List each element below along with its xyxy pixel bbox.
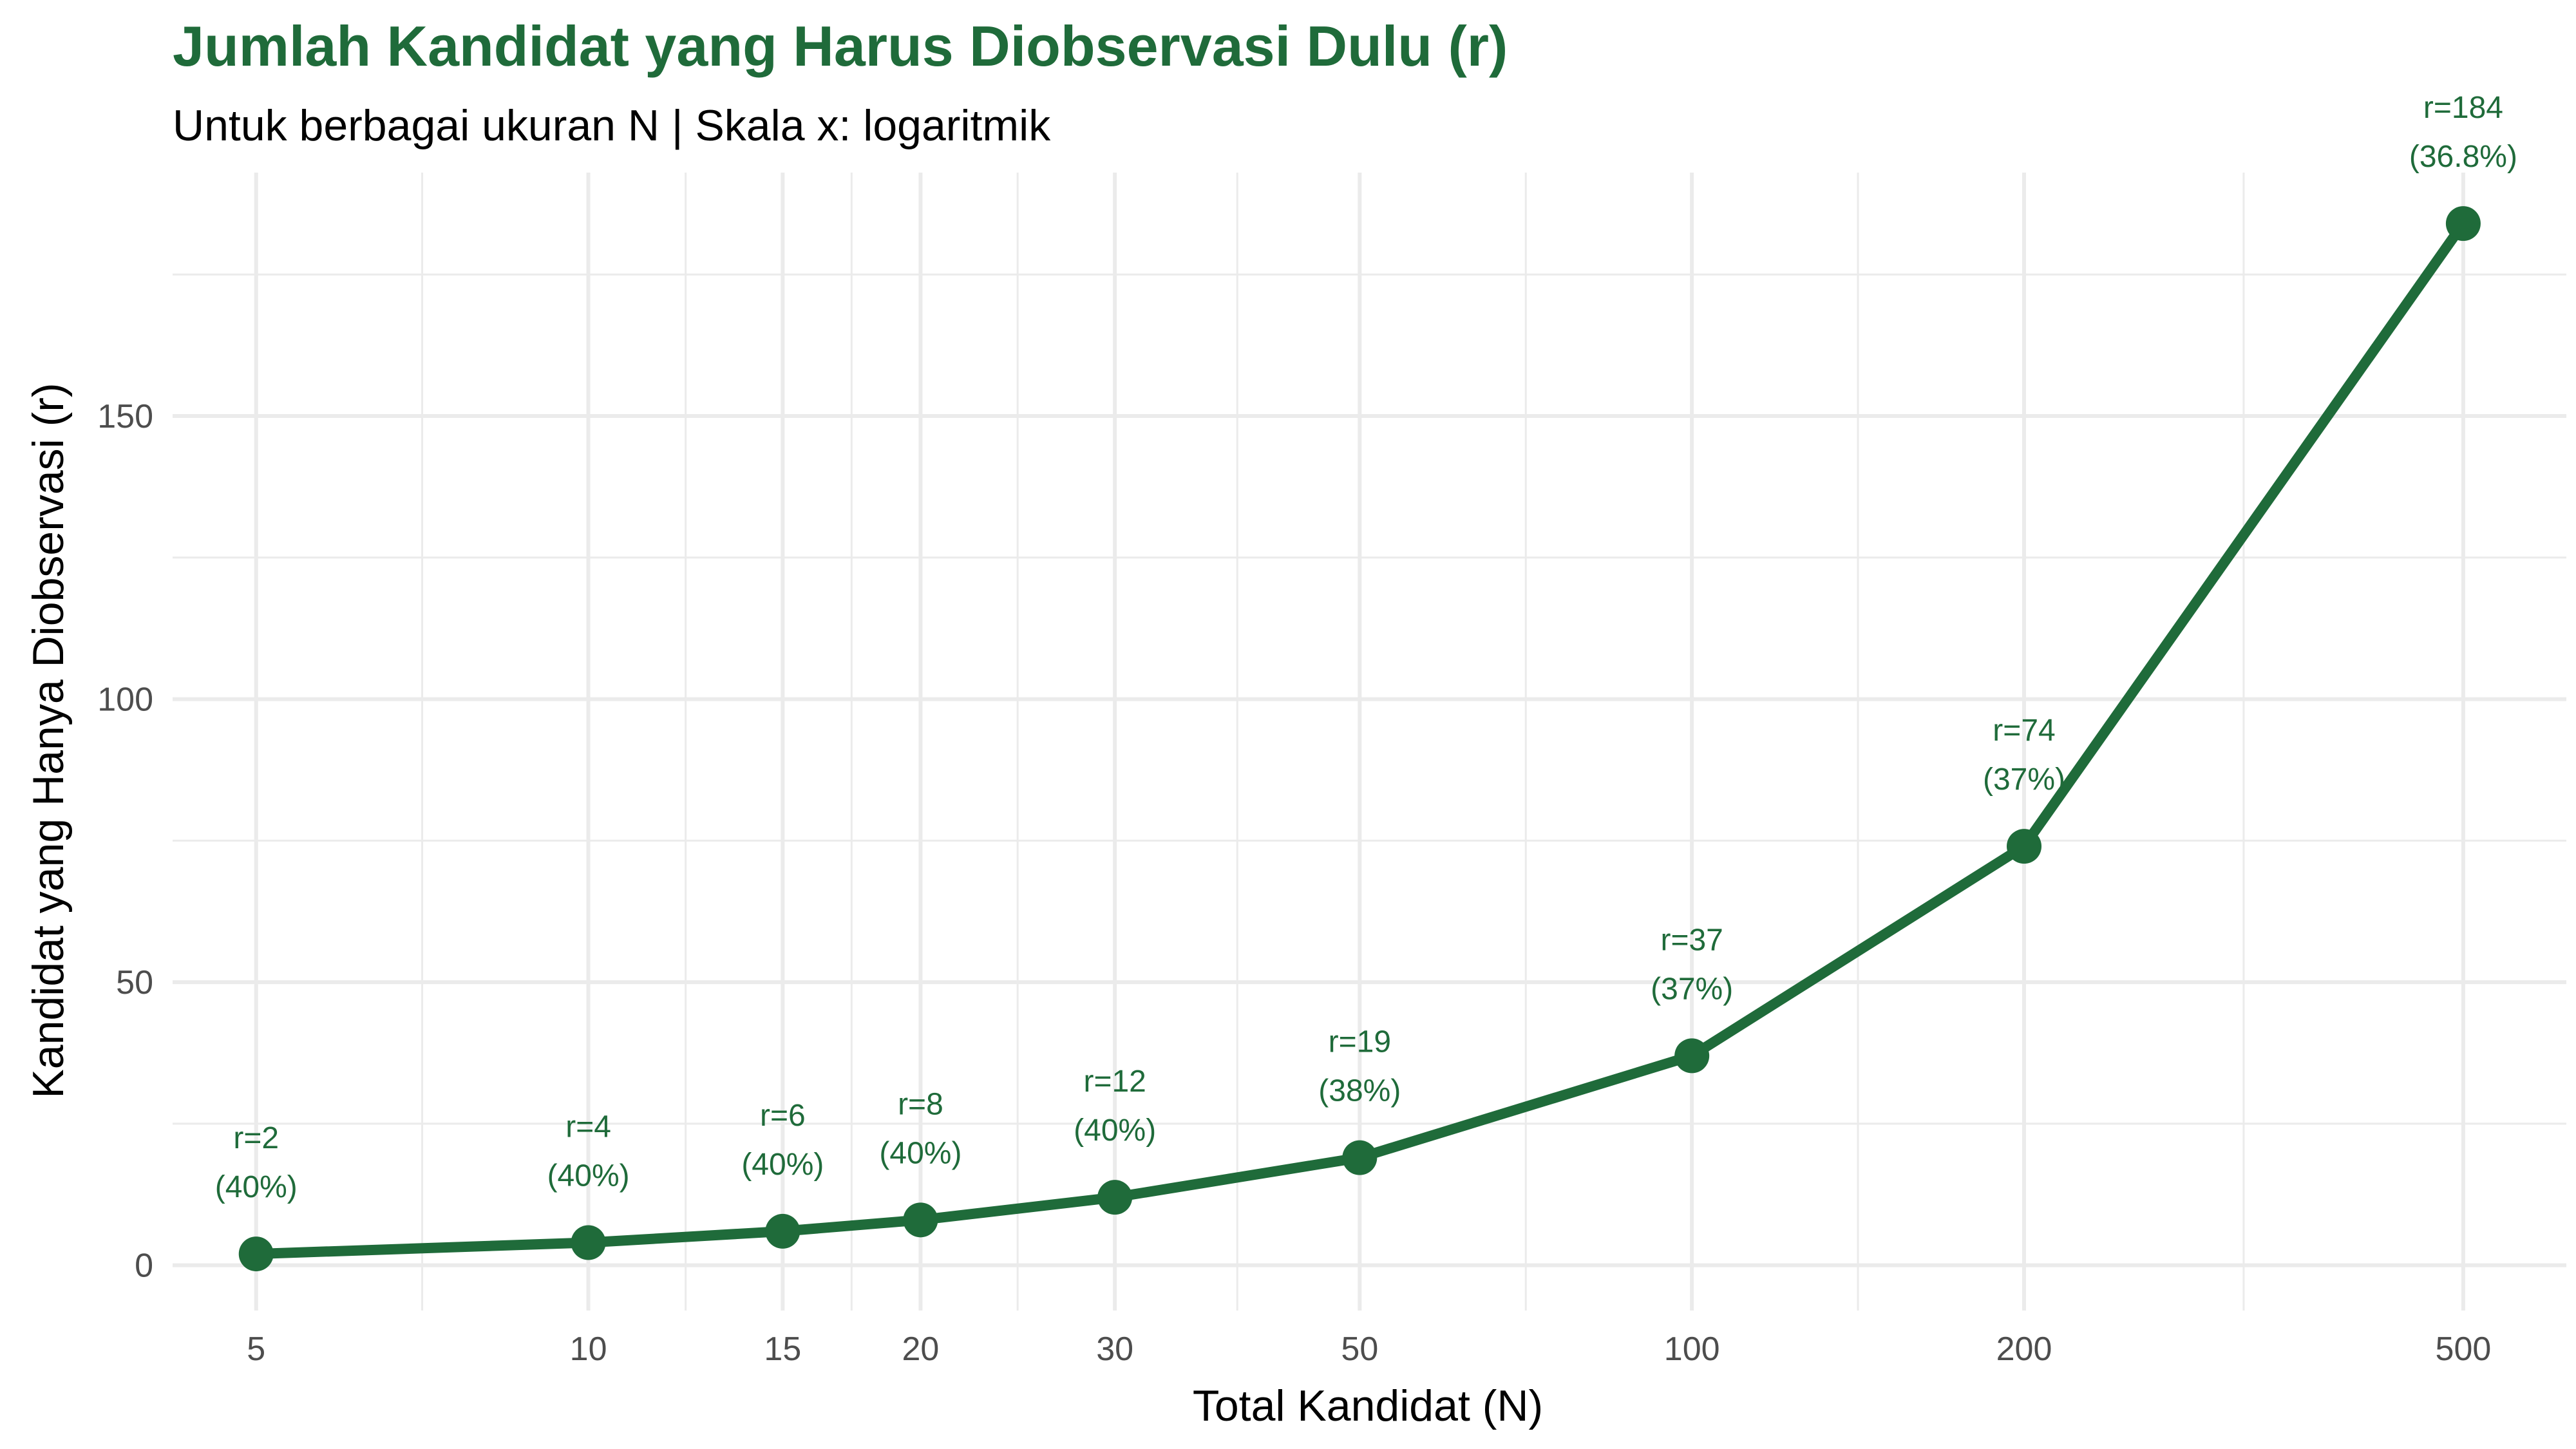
data-label-r: r=184 <box>2423 91 2503 125</box>
y-tick-label: 150 <box>97 398 153 435</box>
data-point <box>1097 1180 1133 1215</box>
data-point <box>1674 1038 1710 1074</box>
grid-layer <box>173 173 2566 1311</box>
data-point <box>765 1213 800 1249</box>
data-label-percent: (40%) <box>215 1170 298 1204</box>
data-label-percent: (36.8%) <box>2409 140 2517 174</box>
data-labels: r=2 (40%) r=4 (40%) r=6 (40%) r=8 (40%) r=12 (40%… <box>215 91 2517 1204</box>
data-point <box>238 1236 274 1272</box>
x-tick-label: 200 <box>1996 1331 2052 1368</box>
data-label-r: r=8 <box>898 1087 943 1121</box>
y-tick-label: 0 <box>135 1247 153 1285</box>
x-tick-label: 500 <box>2436 1331 2492 1368</box>
data-label-percent: (40%) <box>741 1148 824 1182</box>
data-point <box>571 1225 606 1260</box>
chart-subtitle: Untuk berbagai ukuran N | Skala x: logar… <box>173 101 1051 150</box>
data-label-percent: (37%) <box>1651 972 1733 1006</box>
x-tick-label: 10 <box>570 1331 607 1368</box>
y-tick-label: 100 <box>97 681 153 719</box>
x-axis-title: Total Kandidat (N) <box>1193 1381 1543 1430</box>
data-label-percent: (40%) <box>879 1136 961 1170</box>
x-tick-label: 50 <box>1341 1331 1378 1368</box>
x-tick-label: 15 <box>764 1331 801 1368</box>
y-axis-title: Kandidat yang Hanya Diobservasi (r) <box>24 383 73 1098</box>
data-label-percent: (40%) <box>1074 1113 1156 1148</box>
x-tick-label: 100 <box>1664 1331 1720 1368</box>
data-point <box>2007 829 2042 864</box>
data-label-r: r=12 <box>1083 1065 1146 1099</box>
y-tick-label: 50 <box>116 964 153 1001</box>
data-label-percent: (37%) <box>1983 762 2065 797</box>
data-label-r: r=6 <box>760 1099 806 1133</box>
data-points <box>238 206 2481 1272</box>
data-label-percent: (40%) <box>547 1159 630 1193</box>
x-tick-label: 20 <box>902 1331 940 1368</box>
data-label-r: r=74 <box>1993 714 2055 748</box>
data-label-r: r=4 <box>565 1110 611 1144</box>
data-label-r: r=37 <box>1660 923 1723 957</box>
data-point <box>903 1202 938 1238</box>
data-point <box>1342 1140 1378 1175</box>
x-tick-label: 30 <box>1096 1331 1133 1368</box>
chart-title: Jumlah Kandidat yang Harus Diobservasi D… <box>173 14 1508 78</box>
data-label-r: r=19 <box>1329 1025 1391 1059</box>
axis-ticks: 5 10 15 20 30 50 100 200 500 0 50 100 150 <box>97 398 2491 1368</box>
x-tick-label: 5 <box>247 1331 265 1368</box>
data-point <box>2445 206 2481 242</box>
data-label-r: r=2 <box>233 1121 279 1155</box>
data-label-percent: (38%) <box>1318 1074 1401 1108</box>
